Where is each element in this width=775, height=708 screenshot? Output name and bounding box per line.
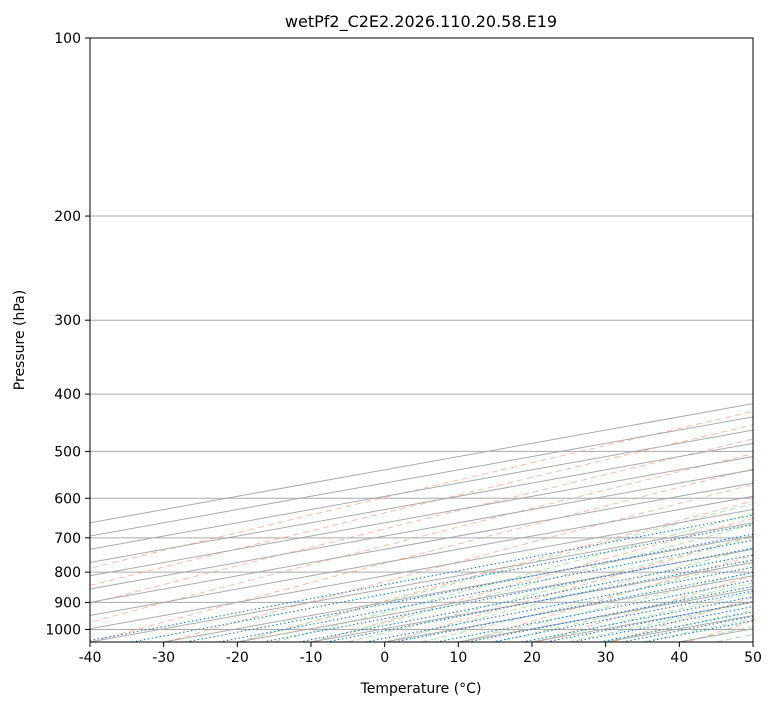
y-tick-label: 400 bbox=[54, 387, 81, 403]
isotherm bbox=[605, 615, 753, 642]
mixing-ratio-line bbox=[262, 547, 753, 642]
isotherm bbox=[90, 469, 753, 590]
x-tick-label: -30 bbox=[152, 650, 175, 666]
x-tick-label: 0 bbox=[380, 650, 389, 666]
x-tick-label: -20 bbox=[226, 650, 249, 666]
moist-adiabat bbox=[679, 626, 753, 642]
dry-adiabat bbox=[613, 596, 753, 642]
mixing-ratio-line bbox=[218, 539, 753, 642]
mixing-ratio-line bbox=[299, 554, 753, 642]
dry-adiabat bbox=[90, 468, 753, 642]
x-tick-label: -10 bbox=[300, 650, 323, 666]
isotherm bbox=[90, 429, 753, 550]
moist-adiabat bbox=[310, 523, 753, 642]
x-tick-label: 40 bbox=[670, 650, 688, 666]
dry-adiabat bbox=[763, 38, 775, 642]
y-tick-label: 1000 bbox=[45, 622, 81, 638]
dry-adiabat bbox=[463, 555, 753, 642]
moist-adiabat bbox=[642, 618, 753, 642]
dry-adiabat bbox=[389, 535, 753, 642]
isotherm bbox=[90, 416, 753, 537]
mixing-ratio-line bbox=[492, 590, 753, 642]
isotherm bbox=[458, 588, 753, 642]
axes: -40 -30 -20 -10 0 10 20 30 40 50 100 200 300 400 500 60… bbox=[45, 31, 762, 666]
plot-frame bbox=[89, 37, 754, 643]
y-tick-label: 600 bbox=[54, 491, 81, 507]
series-line-dewpoint bbox=[766, 38, 775, 580]
dry-adiabat bbox=[90, 438, 753, 604]
moist-adiabat bbox=[347, 535, 753, 642]
dry-adiabat bbox=[314, 517, 753, 642]
isotherm bbox=[752, 641, 753, 642]
y-tick-label: 200 bbox=[54, 209, 81, 225]
y-tick-label: 800 bbox=[54, 565, 81, 581]
x-tick-label: 30 bbox=[597, 650, 615, 666]
y-tick-label: 300 bbox=[54, 313, 81, 329]
isotherm bbox=[90, 495, 753, 617]
x-tick-label: -40 bbox=[79, 650, 102, 666]
mixing-ratio-line bbox=[645, 620, 753, 642]
y-axis-label: Pressure (hPa) bbox=[12, 290, 28, 390]
isotherm bbox=[90, 442, 753, 564]
x-axis-label: Temperature (°C) bbox=[360, 681, 482, 697]
mixing-ratio-line bbox=[599, 611, 753, 642]
dry-adiabat bbox=[165, 483, 753, 642]
dry-adiabat bbox=[90, 424, 753, 586]
mixing-ratio-line bbox=[622, 615, 753, 642]
y-tick-label: 900 bbox=[54, 595, 81, 611]
x-tick-label: 50 bbox=[744, 650, 762, 666]
isotherm bbox=[90, 522, 753, 642]
data-lines bbox=[766, 38, 775, 582]
y-tick-label: 700 bbox=[54, 531, 81, 547]
chart-title: wetPf2_C2E2.2026.110.20.58.E19 bbox=[285, 12, 557, 32]
mixing-ratio-line bbox=[572, 605, 753, 642]
isotherm bbox=[237, 548, 753, 642]
moist-adiabat bbox=[274, 513, 753, 642]
dry-adiabat bbox=[239, 500, 753, 642]
mixing-ratio-line bbox=[90, 514, 753, 641]
moist-adiabat bbox=[531, 592, 753, 642]
isotherm bbox=[90, 456, 753, 577]
mixing-ratio-line bbox=[185, 533, 753, 642]
isotherm bbox=[90, 509, 753, 630]
isotherm bbox=[384, 575, 753, 642]
isotherm bbox=[90, 403, 753, 524]
dry-adiabat bbox=[90, 410, 753, 569]
mixing-ratio-line bbox=[131, 523, 753, 642]
isotherm bbox=[90, 482, 753, 603]
mixing-ratio-line bbox=[365, 566, 753, 642]
mixing-ratio-line bbox=[436, 579, 753, 642]
moist-adiabat bbox=[458, 571, 753, 642]
x-tick-label: 10 bbox=[449, 650, 467, 666]
moist-adiabat bbox=[237, 503, 753, 642]
moist-adiabat bbox=[605, 609, 753, 642]
background-lines bbox=[90, 38, 775, 642]
dry-adiabat bbox=[90, 453, 753, 623]
y-tick-label: 500 bbox=[54, 444, 81, 460]
moist-adiabat bbox=[384, 547, 753, 642]
isotherm bbox=[163, 535, 753, 642]
isotherm bbox=[310, 562, 753, 642]
mixing-ratio-line bbox=[325, 559, 753, 642]
isotherm bbox=[679, 628, 753, 642]
y-tick-label: 100 bbox=[54, 31, 81, 47]
x-tick-label: 20 bbox=[523, 650, 541, 666]
